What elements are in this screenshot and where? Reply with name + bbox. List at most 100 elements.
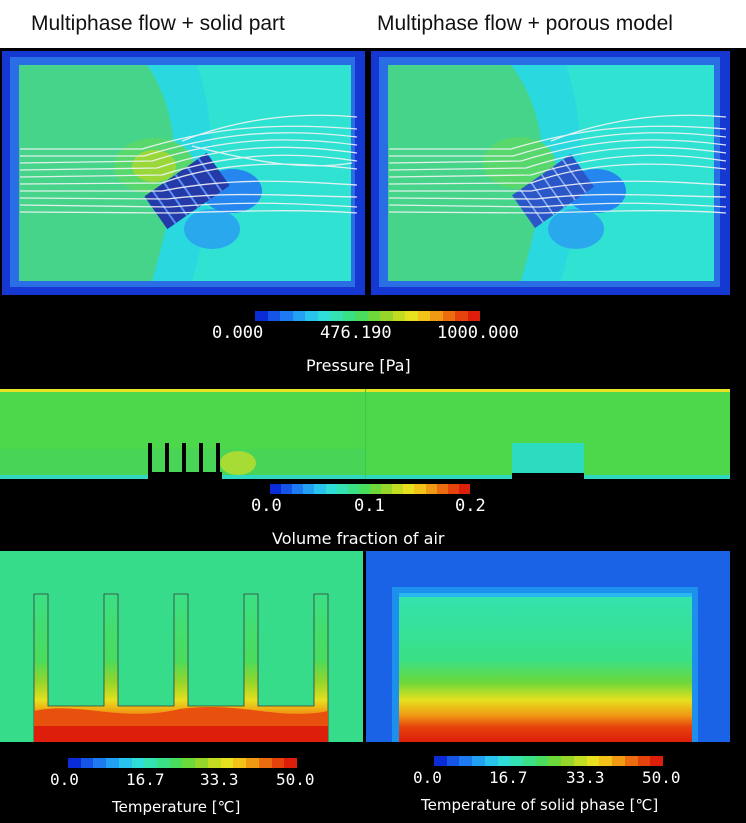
pressure-colorbar	[255, 311, 480, 321]
colorbar-swatch	[392, 484, 404, 494]
colorbar-swatch	[380, 311, 393, 321]
colorbar-swatch	[284, 758, 297, 768]
colorbar-swatch	[497, 756, 511, 766]
colorbar-swatch	[93, 758, 107, 768]
colorbar-swatch	[472, 756, 485, 766]
colorbar-swatch	[267, 311, 280, 321]
colorbar-swatch	[144, 758, 158, 768]
colorbar-swatch	[367, 311, 380, 321]
pressure-panel-solid	[2, 51, 365, 295]
colorbar-swatch	[436, 484, 448, 494]
colorbar-swatch	[510, 756, 524, 766]
colorbar-swatch	[330, 311, 343, 321]
volume-fraction-tick-mid: 0.1	[354, 496, 385, 516]
colorbar-swatch	[561, 756, 574, 766]
colorbar-swatch	[325, 484, 337, 494]
colorbar-swatch	[455, 311, 468, 321]
colorbar-swatch	[467, 311, 480, 321]
colorbar-swatch	[169, 758, 183, 768]
colorbar-swatch	[80, 758, 94, 768]
temperature-left-tick-0: 0.0	[50, 770, 79, 789]
temperature-left-tick-3: 50.0	[276, 770, 315, 789]
temperature-right-tick-3: 50.0	[642, 768, 681, 787]
colorbar-swatch	[118, 758, 132, 768]
colorbar-swatch	[358, 484, 370, 494]
colorbar-swatch	[233, 758, 247, 768]
colorbar-swatch	[220, 758, 234, 768]
colorbar-swatch	[369, 484, 382, 494]
colorbar-swatch	[106, 758, 119, 768]
colorbar-swatch	[157, 758, 170, 768]
colorbar-swatch	[417, 311, 430, 321]
colorbar-swatch	[535, 756, 549, 766]
colorbar-swatch	[548, 756, 562, 766]
colorbar-swatch	[68, 758, 81, 768]
colorbar-swatch	[280, 311, 293, 321]
colorbar-swatch	[182, 758, 196, 768]
volume-fraction-panel	[0, 389, 730, 481]
colorbar-swatch	[403, 484, 415, 494]
colorbar-swatch	[430, 311, 443, 321]
colorbar-swatch	[207, 758, 221, 768]
colorbar-swatch	[459, 756, 473, 766]
colorbar-swatch	[270, 484, 282, 494]
volume-fraction-tick-min: 0.0	[251, 496, 282, 516]
colorbar-swatch	[599, 756, 613, 766]
colorbar-swatch	[271, 758, 285, 768]
temperature-left-tick-1: 16.7	[126, 770, 165, 789]
pressure-caption: Pressure [Pa]	[306, 356, 411, 375]
pressure-tick-max: 1000.000	[437, 323, 519, 343]
temperature-left-tick-2: 33.3	[200, 770, 239, 789]
pressure-panel-porous	[371, 51, 730, 295]
colorbar-swatch	[573, 756, 587, 766]
colorbar-swatch	[434, 756, 447, 766]
colorbar-swatch	[484, 756, 498, 766]
temperature-panel-porous	[366, 551, 730, 742]
colorbar-swatch	[355, 311, 368, 321]
colorbar-swatch	[347, 484, 359, 494]
colorbar-swatch	[414, 484, 426, 494]
colorbar-swatch	[281, 484, 293, 494]
colorbar-swatch	[131, 758, 145, 768]
colorbar-swatch	[446, 756, 460, 766]
colorbar-swatch	[442, 311, 455, 321]
colorbar-swatch	[637, 756, 651, 766]
title-porous-model: Multiphase flow + porous model	[377, 12, 673, 35]
colorbar-swatch	[624, 756, 638, 766]
colorbar-swatch	[336, 484, 348, 494]
colorbar-swatch	[405, 311, 418, 321]
temperature-right-tick-0: 0.0	[413, 768, 442, 787]
colorbar-swatch	[425, 484, 437, 494]
title-solid-part: Multiphase flow + solid part	[31, 12, 285, 35]
colorbar-swatch	[392, 311, 405, 321]
temperature-panel-solid	[0, 551, 363, 742]
colorbar-swatch	[292, 311, 305, 321]
temperature-right-tick-2: 33.3	[566, 768, 605, 787]
volume-fraction-tick-max: 0.2	[455, 496, 486, 516]
colorbar-swatch	[523, 756, 536, 766]
temperature-caption-right: Temperature of solid phase [℃]	[421, 796, 659, 814]
colorbar-swatch	[317, 311, 330, 321]
colorbar-swatch	[650, 756, 663, 766]
colorbar-swatch	[612, 756, 625, 766]
colorbar-swatch	[447, 484, 459, 494]
colorbar-swatch	[586, 756, 600, 766]
colorbar-swatch	[255, 311, 268, 321]
colorbar-swatch	[381, 484, 393, 494]
temperature-caption-left: Temperature [℃]	[112, 798, 241, 816]
temperature-right-tick-1: 16.7	[489, 768, 528, 787]
volume-fraction-caption: Volume fraction of air	[272, 529, 445, 548]
temperature-colorbar-right	[434, 756, 663, 766]
pressure-tick-min: 0.000	[212, 323, 264, 343]
temperature-colorbar-left	[68, 758, 297, 768]
colorbar-swatch	[246, 758, 259, 768]
colorbar-swatch	[305, 311, 318, 321]
colorbar-swatch	[342, 311, 355, 321]
colorbar-swatch	[195, 758, 208, 768]
colorbar-swatch	[292, 484, 304, 494]
volume-fraction-colorbar	[270, 484, 470, 494]
colorbar-swatch	[458, 484, 470, 494]
pressure-tick-mid: 476.190	[320, 323, 392, 343]
colorbar-swatch	[314, 484, 326, 494]
colorbar-swatch	[303, 484, 315, 494]
